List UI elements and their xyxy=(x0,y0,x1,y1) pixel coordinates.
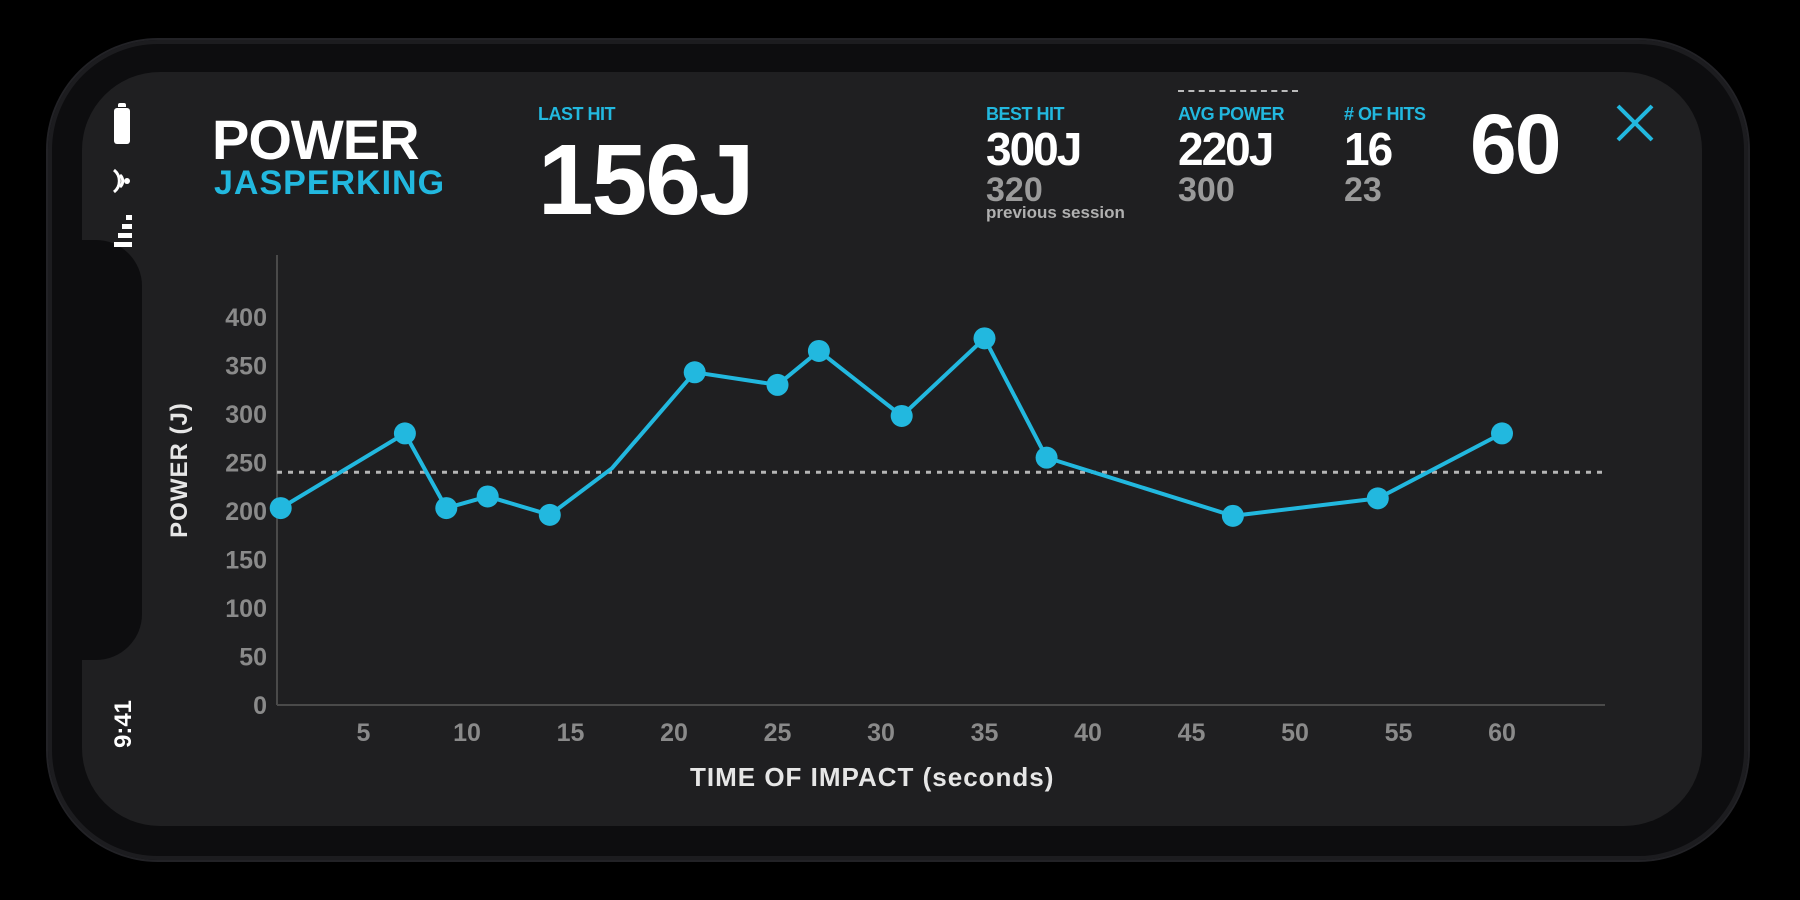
data-point xyxy=(973,327,996,350)
hits-previous: 23 xyxy=(1344,171,1382,209)
power-series-line xyxy=(279,336,1503,518)
data-point xyxy=(435,497,458,520)
data-point xyxy=(476,485,499,508)
data-point xyxy=(890,404,913,427)
best-hit-note: previous session xyxy=(986,203,1125,222)
y-tick-label: 0 xyxy=(253,692,267,720)
x-tick-label: 55 xyxy=(1385,719,1413,747)
last-hit-block: LAST HIT 156J xyxy=(538,104,754,236)
x-tick-label: 35 xyxy=(971,719,999,747)
user-name: JASPERKING xyxy=(214,164,446,202)
best-hit-previous: 320 xyxy=(986,171,1043,209)
avg-power-previous: 300 xyxy=(1178,171,1235,209)
x-tick-labels: 5 10 15 20 25 30 35 40 45 50 55 60 xyxy=(357,719,1516,747)
y-tick-labels: 0 50 100 150 200 250 300 350 400 xyxy=(225,304,267,720)
avg-power-label: AVG POWER xyxy=(1178,104,1285,124)
avg-power-reference-dash xyxy=(1178,90,1298,92)
close-icon[interactable] xyxy=(1614,102,1656,144)
data-point xyxy=(1366,487,1389,510)
data-point xyxy=(538,503,561,526)
x-tick-label: 5 xyxy=(357,719,371,747)
avg-power-block: AVG POWER 220J 300 xyxy=(1178,104,1285,209)
y-tick-label: 250 xyxy=(225,450,267,478)
data-point xyxy=(1035,446,1058,469)
x-tick-label: 15 xyxy=(557,719,585,747)
x-tick-label: 30 xyxy=(867,719,895,747)
x-tick-label: 20 xyxy=(660,719,688,747)
x-tick-label: 45 xyxy=(1178,719,1206,747)
best-hit-value: 300J xyxy=(986,123,1082,175)
x-axis-title: TIME OF IMPACT (seconds) xyxy=(690,762,1055,792)
hits-value: 16 xyxy=(1344,123,1393,175)
last-hit-label: LAST HIT xyxy=(538,104,616,124)
page-title: POWER xyxy=(212,108,420,171)
best-hit-block: BEST HIT 300J 320 previous session xyxy=(986,104,1125,223)
y-axis-title: POWER (J) xyxy=(166,402,193,538)
power-data-points xyxy=(269,327,1513,527)
y-tick-label: 300 xyxy=(225,401,267,429)
data-point xyxy=(269,497,292,520)
battery-icon xyxy=(114,103,130,144)
phone-notch xyxy=(82,240,142,660)
timer-counter: 60 xyxy=(1470,97,1561,191)
wifi-icon xyxy=(112,168,130,194)
x-tick-label: 60 xyxy=(1488,719,1516,747)
x-tick-label: 40 xyxy=(1074,719,1102,747)
y-tick-label: 400 xyxy=(225,304,267,332)
x-tick-label: 50 xyxy=(1281,719,1309,747)
data-point xyxy=(1491,422,1513,445)
y-tick-label: 350 xyxy=(225,353,267,381)
x-tick-label: 25 xyxy=(764,719,792,747)
data-point xyxy=(683,361,706,384)
x-tick-label: 10 xyxy=(453,719,481,747)
data-point xyxy=(807,339,830,362)
app-screen xyxy=(82,72,1702,826)
hits-label: # OF HITS xyxy=(1344,104,1426,124)
signal-icon xyxy=(114,215,132,247)
y-tick-label: 50 xyxy=(239,644,267,672)
data-point xyxy=(393,422,416,445)
y-tick-label: 200 xyxy=(225,498,267,526)
avg-power-value: 220J xyxy=(1178,123,1274,175)
y-tick-label: 150 xyxy=(225,547,267,575)
hits-block: # OF HITS 16 23 xyxy=(1344,104,1426,207)
last-hit-value: 156J xyxy=(538,124,754,236)
data-point xyxy=(1221,504,1244,527)
data-point xyxy=(766,373,789,396)
y-tick-label: 100 xyxy=(225,595,267,623)
best-hit-label: BEST HIT xyxy=(986,104,1065,124)
